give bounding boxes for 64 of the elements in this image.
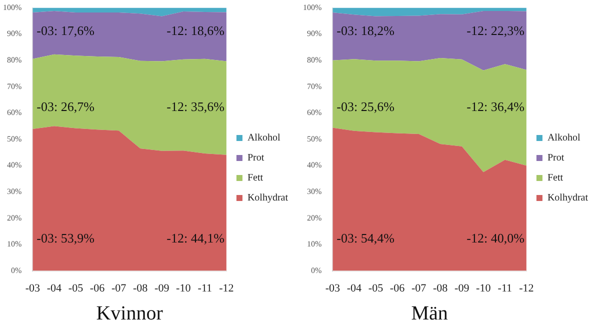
y-tick-label: 40% bbox=[6, 160, 22, 170]
x-tick-label: -03 bbox=[25, 282, 40, 294]
y-tick-label: 60% bbox=[306, 108, 322, 118]
x-tick-label: -04 bbox=[346, 282, 362, 294]
x-tick-label: -10 bbox=[476, 282, 492, 294]
y-tick-label: 0% bbox=[10, 266, 22, 275]
y-tick-label: 30% bbox=[306, 186, 322, 196]
y-tick-label: 80% bbox=[6, 55, 22, 64]
y-tick-label: 80% bbox=[306, 55, 322, 64]
x-tick-label: -11 bbox=[498, 282, 512, 294]
x-tick-label: -12 bbox=[519, 282, 534, 294]
annotation: -12: 40,0% bbox=[466, 230, 525, 246]
x-tick-label: -08 bbox=[132, 282, 148, 294]
annotation: -03: 26,7% bbox=[36, 99, 95, 114]
legend-label: Prot bbox=[547, 152, 564, 164]
annotation: -03: 25,6% bbox=[336, 99, 395, 114]
legend-label: Fett bbox=[547, 172, 564, 184]
x-tick-label: -03 bbox=[325, 282, 340, 294]
y-tick-label: 100% bbox=[2, 2, 22, 12]
legend-label: Kolhydrat bbox=[547, 192, 588, 204]
x-tick-label: -11 bbox=[198, 282, 212, 294]
y-tick-label: 60% bbox=[6, 108, 22, 118]
x-tick-label: -06 bbox=[390, 282, 406, 294]
annotation: -12: 44,1% bbox=[166, 230, 225, 246]
x-tick-label: -09 bbox=[454, 282, 470, 294]
y-tick-label: 30% bbox=[6, 186, 22, 196]
y-tick-label: 70% bbox=[306, 82, 322, 91]
x-tick-label: -10 bbox=[176, 282, 192, 294]
x-tick-label: -05 bbox=[368, 282, 384, 294]
annotation: -03: 17,6% bbox=[36, 22, 95, 38]
y-tick-label: 90% bbox=[6, 29, 22, 38]
y-tick-label: 10% bbox=[6, 240, 22, 249]
annotation: -12: 18,6% bbox=[166, 22, 225, 38]
y-tick-label: 100% bbox=[302, 2, 322, 12]
annotation: -03: 18,2% bbox=[336, 22, 395, 38]
x-tick-label: -08 bbox=[432, 282, 448, 294]
annotation: -12: 22,3% bbox=[466, 22, 525, 38]
annotation: -03: 53,9% bbox=[36, 230, 95, 246]
y-tick-label: 40% bbox=[306, 160, 322, 170]
annotation: -03: 54,4% bbox=[336, 230, 395, 246]
legend-label: Prot bbox=[247, 152, 264, 164]
legend-label: Fett bbox=[247, 172, 264, 184]
x-tick-label: -06 bbox=[90, 282, 106, 294]
y-tick-label: 50% bbox=[306, 134, 322, 144]
legend-label: Kolhydrat bbox=[247, 192, 288, 204]
y-tick-label: 20% bbox=[6, 213, 22, 222]
annotation: -12: 36,4% bbox=[466, 99, 525, 114]
x-tick-label: -12 bbox=[219, 282, 234, 294]
legend-label: Alkohol bbox=[547, 132, 580, 144]
x-tick-label: -09 bbox=[154, 282, 170, 294]
x-tick-label: -07 bbox=[411, 282, 427, 294]
y-tick-label: 90% bbox=[306, 29, 322, 38]
annotation: -12: 35,6% bbox=[166, 99, 225, 114]
y-tick-label: 50% bbox=[6, 134, 22, 144]
legend-label: Alkohol bbox=[247, 132, 280, 144]
y-tick-label: 10% bbox=[306, 240, 322, 249]
x-tick-label: -07 bbox=[111, 282, 127, 294]
y-tick-label: 0% bbox=[310, 266, 322, 275]
x-tick-label: -04 bbox=[46, 282, 62, 294]
x-tick-label: -05 bbox=[68, 282, 84, 294]
y-tick-label: 70% bbox=[6, 82, 22, 91]
x-axis-title: Män bbox=[411, 302, 448, 324]
x-axis-title: Kvinnor bbox=[96, 302, 164, 324]
y-tick-label: 20% bbox=[306, 213, 322, 222]
